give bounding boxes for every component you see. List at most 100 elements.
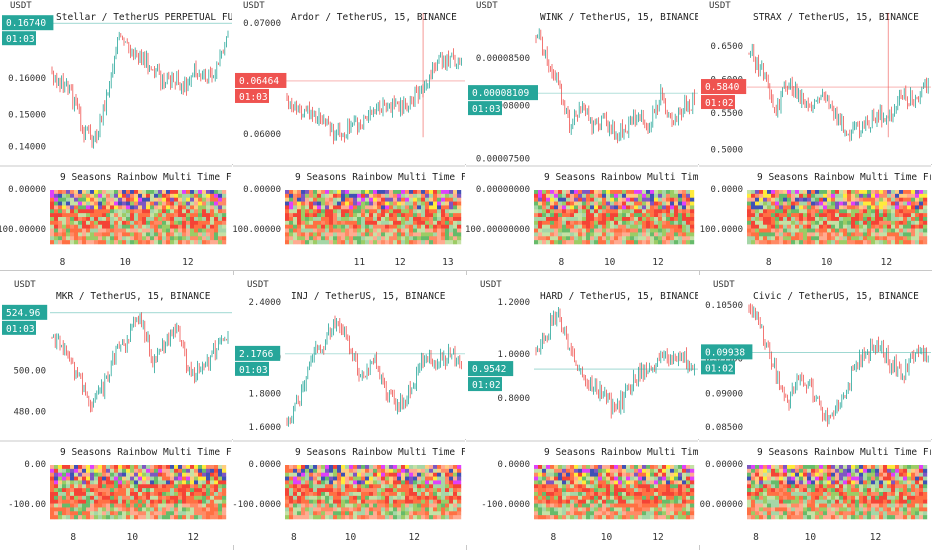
countdown-tag bbox=[2, 31, 36, 46]
price-tag-label: 0.06464 bbox=[239, 76, 279, 87]
chart-svg[interactable]: USDT Ardor / TetherUS, 15, BINANCE 0.07000… bbox=[233, 0, 465, 270]
rainbow-indicator bbox=[747, 190, 928, 245]
chart-title: STRAX / TetherUS, 15, BINANCE bbox=[753, 12, 919, 23]
x-tick-label: 12 bbox=[187, 532, 198, 543]
indicator-title: 9 Seasons Rainbow Multi Time Frames Patt… bbox=[60, 447, 232, 458]
rainbow-indicator bbox=[534, 465, 695, 520]
chart-panel[interactable]: USDT MKR / TetherUS, 15, BINANCE 500.00 480… bbox=[0, 275, 232, 545]
countdown-tag bbox=[2, 320, 36, 335]
currency-unit-label: USDT bbox=[709, 1, 731, 11]
x-tick-label: 12 bbox=[652, 532, 663, 543]
x-tick-label: 8 bbox=[60, 257, 66, 268]
currency-unit-label: USDT bbox=[14, 280, 36, 290]
rainbow-indicator bbox=[285, 465, 462, 520]
rainbow-indicator bbox=[285, 190, 462, 245]
x-tick-label: 12 bbox=[394, 257, 405, 268]
indicator-title: 9 Seasons Rainbow Multi Time Frames Patt… bbox=[544, 172, 698, 183]
x-tick-label: 10 bbox=[805, 532, 817, 543]
chart-title: MKR / TetherUS, 15, BINANCE bbox=[56, 291, 211, 302]
x-tick-label: 12 bbox=[881, 257, 892, 268]
chart-svg[interactable]: USDT STRAX / TetherUS, 15, BINANCE 0.6500 0… bbox=[699, 0, 931, 270]
chart-svg[interactable]: USDT Stellar / TetherUS PERPETUAL FUTURES… bbox=[0, 0, 232, 270]
y-tick-label: 0.06000 bbox=[243, 130, 281, 140]
y-tick-label: 480.00 bbox=[13, 408, 46, 418]
price-tag bbox=[701, 79, 747, 95]
indicator-tick-label: 0.00000 bbox=[8, 185, 46, 195]
chart-title: WINK / TetherUS, 15, BINANCE bbox=[540, 12, 698, 23]
chart-svg[interactable]: USDT WINK / TetherUS, 15, BINANCE 0.000085… bbox=[466, 0, 698, 270]
price-tag-label: 0.00008109 bbox=[472, 88, 529, 99]
chart-panel[interactable]: USDT HARD / TetherUS, 15, BINANCE 1.2000 1.… bbox=[466, 275, 698, 545]
y-tick-label: 0.00007500 bbox=[476, 154, 530, 164]
indicator-title: 9 Seasons Rainbow Multi Time Frames Patt… bbox=[757, 172, 931, 183]
chart-svg[interactable]: USDT MKR / TetherUS, 15, BINANCE 500.00 480… bbox=[0, 275, 232, 545]
y-tick-label: 0.00008500 bbox=[476, 54, 530, 64]
x-tick-label: 8 bbox=[291, 532, 297, 543]
y-tick-label: 0.5500 bbox=[710, 109, 743, 119]
countdown-tag bbox=[468, 101, 502, 116]
y-tick-label: 500.00 bbox=[13, 367, 46, 377]
countdown-tag-label: 01:03 bbox=[239, 365, 268, 376]
price-tag-label: 0.09938 bbox=[705, 347, 745, 358]
price-tag bbox=[235, 72, 287, 88]
chart-svg[interactable]: USDT Civic / TetherUS, 15, BINANCE 0.10500… bbox=[699, 275, 931, 545]
chart-svg[interactable]: USDT HARD / TetherUS, 15, BINANCE 1.2000 1.… bbox=[466, 275, 698, 545]
y-tick-label: 1.0000 bbox=[497, 350, 530, 360]
candlestick-series bbox=[286, 315, 462, 427]
price-tag-label: 2.1766 bbox=[239, 349, 274, 360]
chart-panel[interactable]: USDT Stellar / TetherUS PERPETUAL FUTURES… bbox=[0, 0, 232, 270]
indicator-tick-label: -100.0000 bbox=[699, 225, 743, 235]
x-tick-label: 10 bbox=[601, 532, 613, 543]
chart-panel[interactable]: USDT Civic / TetherUS, 15, BINANCE 0.10500… bbox=[699, 275, 931, 545]
x-tick-label: 8 bbox=[559, 257, 565, 268]
countdown-tag-label: 01:02 bbox=[705, 363, 734, 374]
chart-panel[interactable]: USDT Ardor / TetherUS, 15, BINANCE 0.07000… bbox=[233, 0, 465, 270]
chart-panel[interactable]: USDT STRAX / TetherUS, 15, BINANCE 0.6500 0… bbox=[699, 0, 931, 270]
countdown-tag bbox=[701, 360, 735, 375]
y-tick-label: 0.8000 bbox=[497, 394, 530, 404]
countdown-tag bbox=[235, 361, 269, 376]
x-tick-label: 12 bbox=[408, 532, 419, 543]
indicator-tick-label: 0.00000 bbox=[705, 460, 743, 470]
currency-unit-label: USDT bbox=[480, 280, 502, 290]
x-tick-label: 12 bbox=[652, 257, 663, 268]
x-tick-label: 10 bbox=[821, 257, 833, 268]
chart-panel[interactable]: USDT WINK / TetherUS, 15, BINANCE 0.000085… bbox=[466, 0, 698, 270]
indicator-tick-label: 0.0000 bbox=[248, 460, 281, 470]
indicator-tick-label: -100.00000000 bbox=[466, 225, 530, 235]
indicator-title: 9 Seasons Rainbow Multi Time Frames Patt… bbox=[757, 447, 931, 458]
candlestick-series bbox=[748, 43, 929, 142]
indicator-tick-label: -100.0000 bbox=[233, 500, 281, 510]
indicator-title: 9 Seasons Rainbow Multi Time Frames Patt… bbox=[295, 447, 465, 458]
x-tick-label: 12 bbox=[182, 257, 193, 268]
indicator-tick-label: -100.00 bbox=[8, 500, 46, 510]
candlestick-series bbox=[51, 312, 229, 413]
candlestick-series bbox=[51, 30, 229, 149]
countdown-tag-label: 01:03 bbox=[239, 92, 268, 103]
price-tag bbox=[468, 85, 538, 101]
countdown-tag-label: 01:02 bbox=[472, 380, 501, 391]
countdown-tag-label: 01:03 bbox=[6, 34, 35, 45]
currency-unit-label: USDT bbox=[476, 1, 498, 11]
currency-unit-label: USDT bbox=[10, 1, 32, 11]
indicator-title: 9 Seasons Rainbow Multi Time Frames Patt… bbox=[60, 172, 232, 183]
countdown-tag-label: 01:03 bbox=[6, 324, 35, 335]
candlestick-series bbox=[286, 48, 462, 145]
indicator-tick-label: 0.00000 bbox=[243, 185, 281, 195]
x-tick-label: 10 bbox=[127, 532, 139, 543]
x-tick-label: 8 bbox=[550, 532, 556, 543]
y-tick-label: 0.5000 bbox=[710, 145, 743, 155]
price-tag-label: 0.5840 bbox=[705, 82, 740, 93]
chart-title: Ardor / TetherUS, 15, BINANCE bbox=[291, 12, 457, 23]
chart-title: INJ / TetherUS, 15, BINANCE bbox=[291, 291, 446, 302]
y-tick-label: 0.07000 bbox=[243, 19, 281, 29]
y-tick-label: 0.00008000 bbox=[476, 101, 530, 111]
x-tick-label: 13 bbox=[442, 257, 453, 268]
price-tag-label: 0.9542 bbox=[472, 364, 506, 375]
x-tick-label: 11 bbox=[354, 257, 366, 268]
x-tick-label: 10 bbox=[604, 257, 616, 268]
y-tick-label: 0.08500 bbox=[705, 423, 743, 433]
